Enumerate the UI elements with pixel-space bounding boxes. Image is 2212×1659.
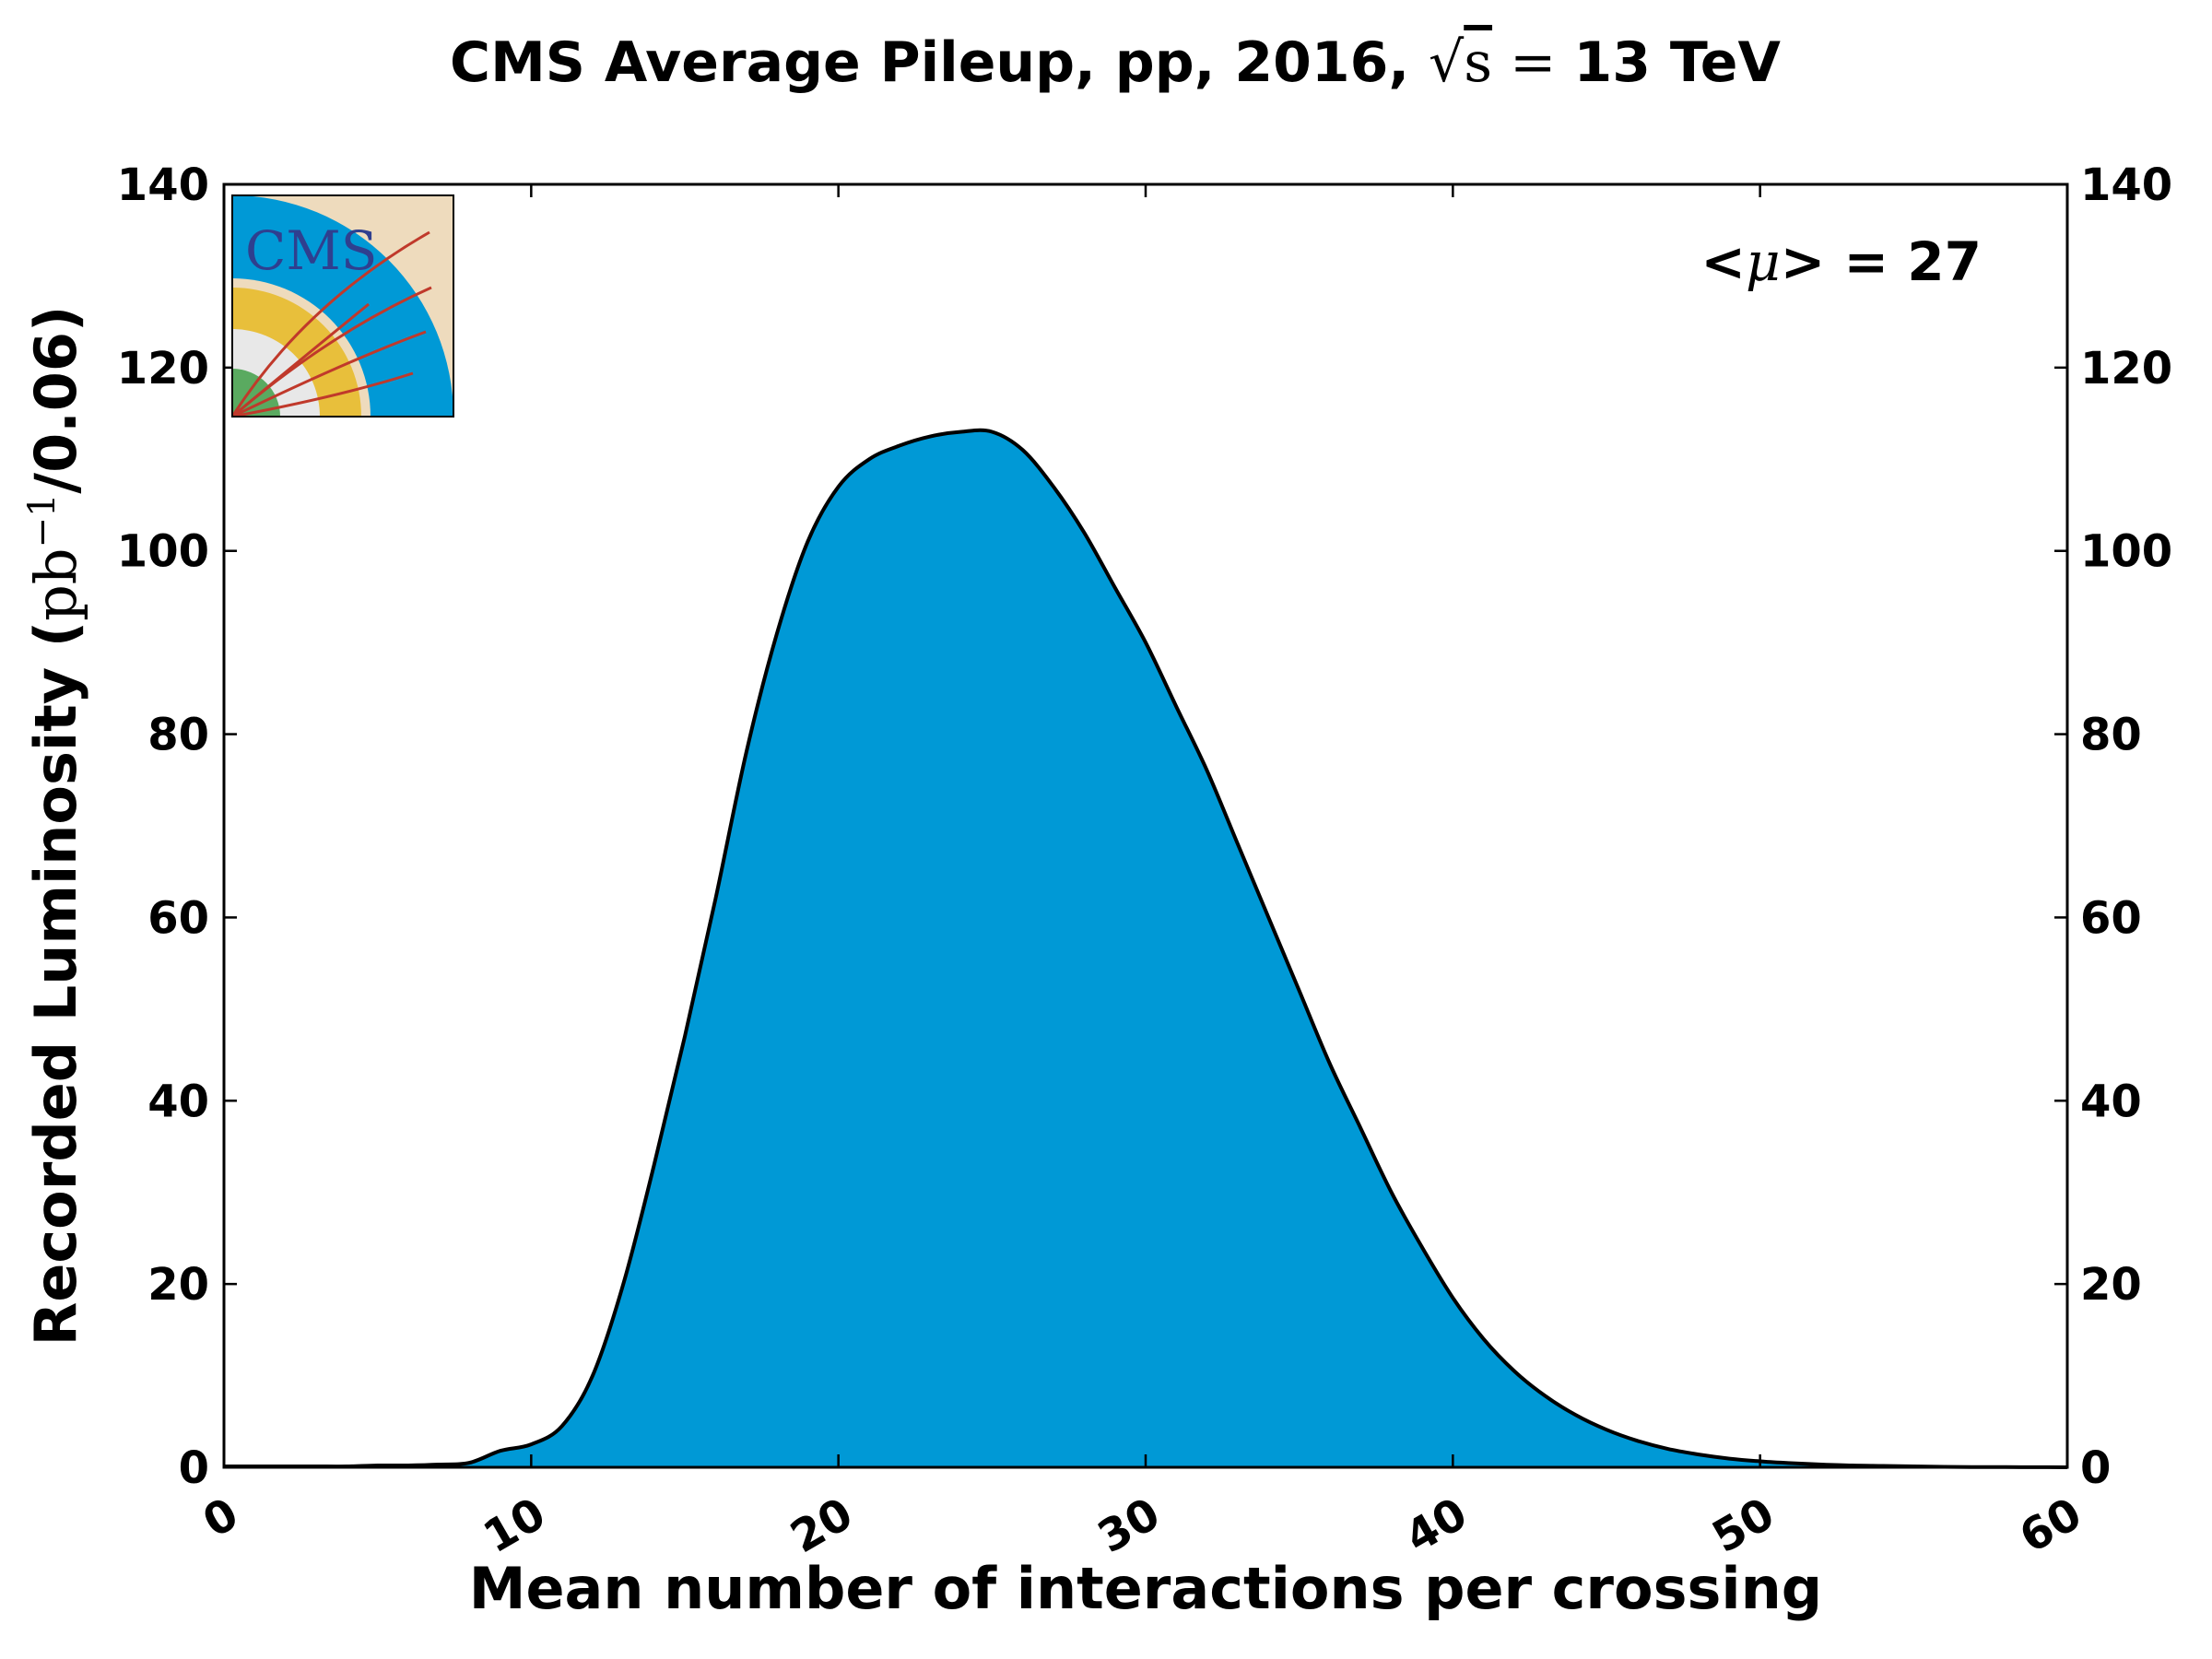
y-axis-label-exp: −1 (21, 494, 64, 548)
y-tick-label-left: 0 (179, 1442, 209, 1494)
chart-title-sqrt-symbol: √ (1429, 30, 1465, 95)
x-tick-label: 40 (1396, 1488, 1476, 1563)
x-tick-label: 30 (1089, 1488, 1169, 1563)
y-tick-label-right: 120 (2080, 343, 2172, 394)
logo-tracks (232, 230, 432, 417)
x-tick-label: 0 (194, 1488, 247, 1547)
y-tick-label-right: 80 (2080, 710, 2142, 761)
chart-title: CMS Average Pileup, pp, 2016, √s = 13 Te… (450, 30, 1781, 95)
y-axis-label-suffix: /0.06) (22, 306, 89, 494)
y-tick-label-right: 100 (2080, 526, 2172, 578)
x-tick-label: 60 (2011, 1488, 2090, 1563)
x-tick-label: 50 (1704, 1488, 1783, 1563)
luminosity-curve (224, 428, 2068, 1469)
y-tick-label-left: 140 (117, 159, 209, 211)
y-tick-label-left: 120 (117, 343, 209, 394)
luminosity-area (224, 429, 2067, 1468)
y-axis-label-unit: pb (22, 548, 89, 621)
cms-logo: CMS (231, 194, 454, 418)
x-tick-label: 10 (475, 1488, 554, 1563)
y-tick-label-left: 40 (147, 1076, 209, 1127)
y-tick-label-left: 100 (117, 526, 209, 578)
annotation-suffix: > = 27 (1781, 230, 1982, 293)
annotation-prefix: < (1700, 230, 1746, 293)
chart-title-suffix: 13 TeV (1573, 30, 1781, 95)
y-tick-label-right: 60 (2080, 892, 2142, 944)
x-tick-label: 20 (782, 1488, 862, 1563)
y-tick-label-right: 140 (2080, 159, 2172, 211)
y-tick-label-right: 0 (2080, 1442, 2111, 1494)
y-tick-label-left: 60 (147, 892, 209, 944)
chart-title-equals: = (1492, 30, 1573, 95)
y-axis-label-prefix: Recorded Luminosity ( (22, 621, 89, 1346)
area-layer (224, 428, 2068, 1469)
logo-border (231, 194, 454, 418)
x-axis-label: Mean number of interactions per crossing (469, 1555, 1822, 1622)
mean-pileup-annotation: <μ> = 27 (1700, 230, 1982, 293)
chart-title-sqrt-var: s (1464, 30, 1492, 95)
annotation-mu: μ (1746, 230, 1781, 293)
logo-core-ring (232, 369, 280, 417)
y-tick-label-left: 80 (147, 710, 209, 761)
y-axis-label: Recorded Luminosity (pb−1/0.06) (21, 306, 89, 1347)
chart-title-prefix: CMS Average Pileup, pp, 2016, (450, 30, 1429, 95)
y-tick-label-right: 20 (2080, 1259, 2142, 1311)
y-tick-label-right: 40 (2080, 1076, 2142, 1127)
y-tick-label-left: 20 (147, 1259, 209, 1311)
logo-text: CMS (245, 219, 378, 282)
